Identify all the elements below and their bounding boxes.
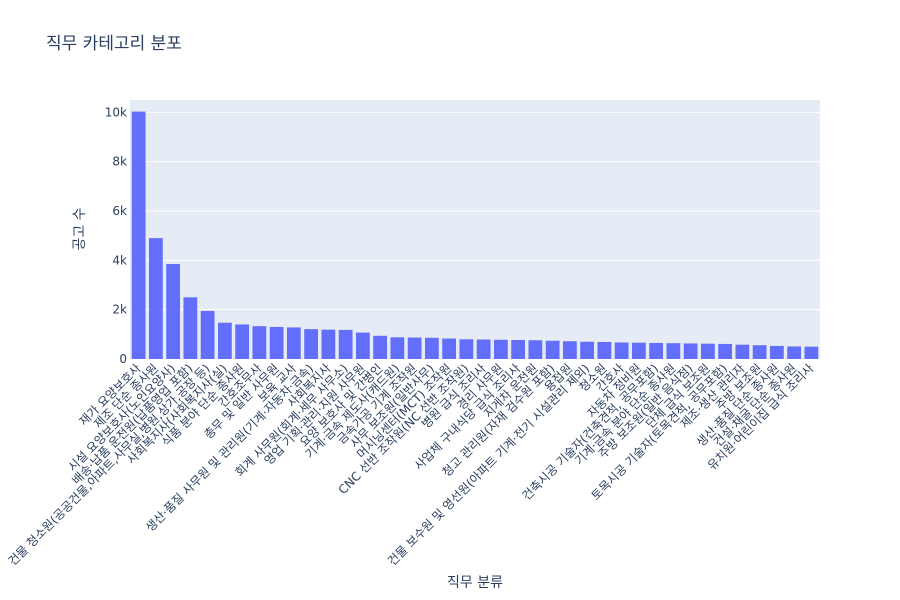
chart-title: 직무 카테고리 분포 bbox=[46, 34, 182, 54]
bar bbox=[459, 339, 474, 359]
bar bbox=[235, 324, 250, 359]
bar bbox=[545, 340, 560, 359]
bar bbox=[286, 327, 301, 359]
bar bbox=[476, 339, 491, 359]
y-tick-label: 10k bbox=[105, 105, 127, 119]
bar bbox=[787, 346, 802, 359]
bar bbox=[614, 342, 629, 359]
bar bbox=[148, 238, 163, 359]
bar bbox=[735, 344, 750, 359]
bar bbox=[631, 342, 646, 359]
bar bbox=[321, 329, 336, 359]
bar bbox=[511, 340, 526, 359]
bar bbox=[597, 341, 612, 359]
bar bbox=[200, 310, 215, 359]
bar bbox=[373, 335, 388, 359]
bar bbox=[718, 343, 733, 359]
y-tick-label: 4k bbox=[112, 253, 127, 267]
bar bbox=[769, 345, 784, 359]
bar bbox=[390, 337, 405, 359]
y-tick-label: 6k bbox=[112, 204, 127, 218]
bar bbox=[562, 341, 577, 359]
bar bbox=[355, 332, 370, 359]
y-tick-label: 8k bbox=[112, 155, 127, 169]
bar bbox=[649, 342, 664, 359]
bar bbox=[442, 338, 457, 359]
bar bbox=[683, 343, 698, 359]
bar bbox=[217, 322, 232, 359]
bar bbox=[700, 343, 715, 359]
bar bbox=[804, 346, 819, 359]
bar bbox=[166, 264, 181, 359]
bar bbox=[528, 340, 543, 359]
bar bbox=[304, 329, 319, 359]
y-tick-label: 0 bbox=[119, 352, 127, 366]
bar bbox=[752, 345, 767, 359]
y-axis-ticks: 0 2k 4k 6k 8k 10k bbox=[105, 105, 127, 366]
bar bbox=[407, 337, 422, 359]
gridlines bbox=[130, 111, 820, 311]
bar bbox=[269, 326, 284, 359]
bar bbox=[338, 329, 353, 359]
bar bbox=[131, 111, 146, 360]
bar bbox=[493, 339, 508, 359]
bar bbox=[666, 343, 681, 359]
bar bbox=[252, 326, 267, 359]
y-tick-label: 2k bbox=[112, 303, 127, 317]
x-axis-title: 직무 분류 bbox=[447, 575, 503, 591]
plot-area bbox=[130, 100, 820, 359]
bars bbox=[131, 111, 819, 360]
bar bbox=[424, 337, 439, 359]
bar bbox=[183, 297, 198, 359]
bar bbox=[580, 341, 595, 359]
y-axis-title: 공고 수 bbox=[72, 207, 88, 250]
